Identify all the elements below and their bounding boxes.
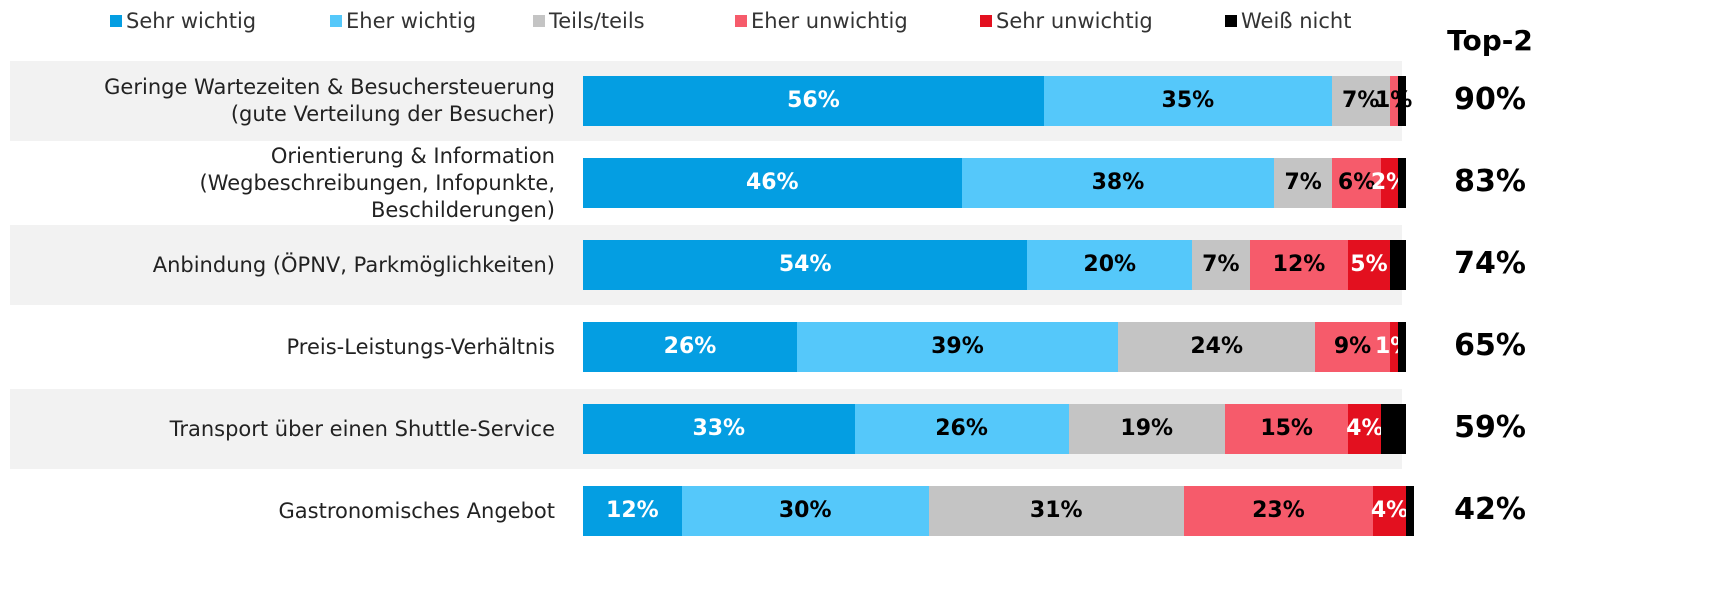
bar-segment (1068, 404, 1225, 454)
value-label: 5% (1350, 252, 1388, 277)
bar-segment (583, 158, 962, 208)
value-label: 39% (931, 334, 984, 359)
value-label: 33% (692, 416, 746, 441)
bar-segment (583, 240, 1028, 290)
value-label: 6% (1337, 170, 1376, 195)
bar-segment (961, 158, 1275, 208)
value-label: 15% (1260, 416, 1313, 441)
value-label: 24% (1190, 334, 1244, 359)
bar-segment (1249, 240, 1349, 290)
bar-segment (1274, 158, 1332, 208)
bar-segment (1315, 322, 1390, 372)
value-label: 31% (1029, 498, 1083, 523)
bar-segment (928, 486, 1184, 536)
bar-segment (1381, 404, 1406, 454)
top2-value: 90% (1454, 82, 1526, 117)
value-label: 26% (663, 334, 717, 359)
bar-segment (1192, 240, 1250, 290)
legend-label: Teils/teils (549, 9, 645, 33)
value-label: 1% (1374, 88, 1413, 113)
value-label: 12% (1272, 252, 1326, 277)
bar-segment (1406, 486, 1415, 536)
bar-segment (681, 486, 929, 536)
value-label: 4% (1370, 498, 1409, 523)
bar-segment (1183, 486, 1374, 536)
bar-segment (1224, 404, 1349, 454)
legend-swatch (533, 15, 545, 27)
top2-value: 83% (1454, 164, 1526, 199)
bar-segment (854, 404, 1069, 454)
legend-swatch (980, 15, 992, 27)
value-label: 7% (1284, 170, 1322, 195)
category-label: Transport über einen Shuttle-Service (169, 416, 555, 441)
top2-value: 65% (1454, 328, 1526, 363)
bar-segment (1389, 322, 1398, 372)
legend-label: Sehr wichtig (126, 9, 257, 33)
bar-segment (583, 486, 682, 536)
bar-segment (1389, 76, 1398, 126)
value-label: 9% (1333, 334, 1372, 359)
value-label: 46% (745, 170, 799, 195)
legend-swatch (110, 15, 122, 27)
top2-value: 74% (1454, 246, 1526, 281)
bar-segment (1373, 486, 1406, 536)
value-label: 1% (1374, 334, 1413, 359)
value-label: 19% (1120, 416, 1174, 441)
bar-segment (1348, 240, 1390, 290)
bar-segment (1331, 76, 1390, 126)
legend-label: Sehr unwichtig (996, 9, 1153, 33)
bar-segment (1397, 322, 1406, 372)
bar-segment (583, 322, 797, 372)
value-label: 26% (935, 416, 988, 441)
legend-swatch (330, 15, 342, 27)
bar-segment (1381, 158, 1398, 208)
value-label: 20% (1083, 252, 1137, 277)
bar-segment (1397, 158, 1406, 208)
category-label: Geringe Wartezeiten & Besuchersteuerung … (104, 75, 555, 126)
value-label: 7% (1342, 88, 1380, 113)
legend-label: Weiß nicht (1241, 9, 1352, 33)
bar-segment (1331, 158, 1382, 208)
category-label: Preis-Leistungs-Verhältnis (286, 334, 556, 359)
value-label: 35% (1161, 88, 1215, 113)
top2-value: 42% (1454, 492, 1526, 527)
category-label: Orientierung & Information (Wegbeschreib… (199, 143, 556, 222)
bar-segment (1117, 322, 1316, 372)
legend-label: Eher wichtig (346, 9, 477, 33)
bar-segment (1348, 404, 1382, 454)
bar-segment (583, 404, 855, 454)
bar-segment (796, 322, 1118, 372)
bar-segment (1043, 76, 1332, 126)
value-label: 7% (1202, 252, 1240, 277)
bar-segment (1027, 240, 1192, 290)
top2-value: 59% (1454, 410, 1526, 445)
legend-label: Eher unwichtig (751, 9, 908, 33)
value-label: 54% (778, 252, 832, 277)
value-label: 12% (606, 498, 659, 523)
bar-segment (1397, 76, 1406, 126)
value-label: 38% (1091, 170, 1145, 195)
value-label: 23% (1252, 498, 1305, 523)
legend-swatch (1225, 15, 1237, 27)
bar-segment (1389, 240, 1406, 290)
category-label: Anbindung (ÖPNV, Parkmöglichkeiten) (152, 252, 555, 277)
category-label: Gastronomisches Angebot (278, 498, 555, 523)
value-label: 4% (1346, 416, 1384, 441)
top2-title: Top-2 (1447, 24, 1533, 57)
legend-swatch (735, 15, 747, 27)
bar-segment (583, 76, 1044, 126)
value-label: 30% (778, 498, 832, 523)
value-label: 56% (787, 88, 840, 113)
